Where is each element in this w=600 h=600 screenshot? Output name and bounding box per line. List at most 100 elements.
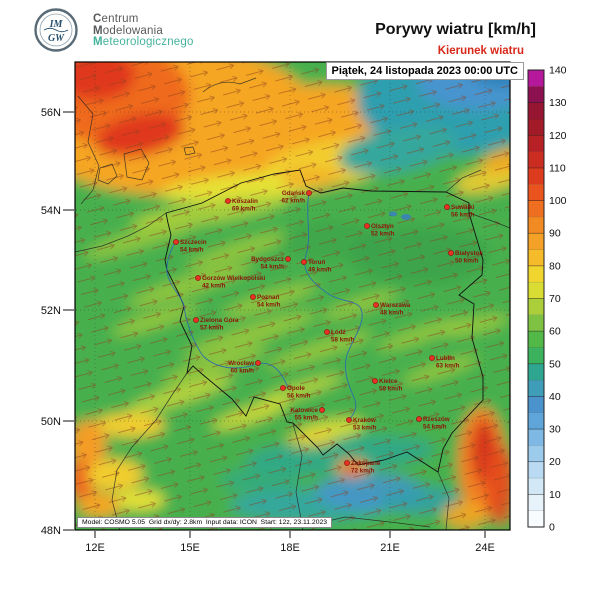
city-gust-value: 48 km/h	[380, 310, 404, 317]
city-gust-value: 55 km/h	[295, 415, 319, 422]
colorbar-tick-label: 60	[549, 326, 561, 338]
city-name: Lublin	[436, 355, 455, 362]
colorbar-tick-label: 40	[549, 391, 561, 403]
datetime-box: Piątek, 24 listopada 2023 00:00 UTC	[326, 62, 524, 80]
city-gust-value: 69 km/h	[232, 206, 256, 213]
city-name: Rzeszów	[423, 416, 450, 423]
city-dot	[448, 250, 453, 255]
colorbar-segment	[528, 445, 544, 461]
city-name: Łódź	[331, 329, 346, 336]
wind-direction-arrows	[75, 62, 510, 530]
colorbar-tick-label: 110	[549, 162, 566, 174]
city-dot	[193, 317, 198, 322]
colorbar-segment	[528, 429, 544, 445]
city-gust-value: 63 km/h	[436, 363, 460, 370]
city-name: Kraków	[353, 417, 376, 424]
colorbar-segment	[528, 511, 544, 527]
city-gust-value: 54 km/h	[261, 264, 285, 271]
colorbar-segment	[528, 299, 544, 315]
colorbar-segment	[528, 103, 544, 119]
colorbar-tick-label: 30	[549, 424, 561, 436]
city-name: Gorzów Wielkopolski	[202, 275, 266, 282]
colorbar-tick-label: 20	[549, 456, 561, 468]
city-dot	[364, 223, 369, 228]
city-name: Katowice	[290, 407, 318, 414]
city-dot	[373, 302, 378, 307]
colorbar-segment	[528, 380, 544, 396]
city-dot	[225, 198, 230, 203]
colorbar-segment	[528, 282, 544, 298]
city-dot	[372, 378, 377, 383]
city-name: Toruń	[308, 259, 326, 266]
colorbar-segment	[528, 347, 544, 363]
city-dot	[346, 417, 351, 422]
colorbar-tick-label: 50	[549, 358, 561, 370]
colorbar-segment	[528, 86, 544, 102]
city-gust-value: 42 km/h	[202, 283, 226, 290]
city-gust-value: 54 km/h	[180, 247, 204, 254]
weather-map: Koszalin69 km/hGdańsk62 km/hSuwałki56 km…	[0, 0, 600, 600]
colorbar-segment	[528, 168, 544, 184]
lat-tick-label: 54N	[41, 205, 61, 217]
lon-tick-label: 21E	[380, 542, 400, 554]
city-gust-value: 50 km/h	[455, 258, 479, 265]
city-name: Gdańsk	[282, 190, 306, 197]
colorbar-segment	[528, 184, 544, 200]
city-gust-value: 62 km/h	[282, 198, 306, 205]
city-dot	[324, 329, 329, 334]
lon-tick-label: 24E	[475, 542, 495, 554]
weather-chart-page: IM GW CentrumModelowaniaMeteorologiczneg…	[0, 0, 600, 600]
city-name: Warszawa	[380, 302, 411, 309]
colorbar-tick-label: 80	[549, 260, 561, 272]
colorbar-segment	[528, 478, 544, 494]
lon-tick-label: 15E	[180, 542, 200, 554]
city-dot	[416, 416, 421, 421]
city-gust-value: 56 km/h	[287, 393, 311, 400]
city-dot	[195, 275, 200, 280]
city-name: Wrocław	[228, 360, 254, 367]
colorbar-segment	[528, 233, 544, 249]
city-gust-value: 58 km/h	[331, 337, 355, 344]
city-dot	[250, 294, 255, 299]
city-gust-value: 60 km/h	[231, 368, 255, 375]
colorbar-segment	[528, 152, 544, 168]
city-gust-value: 49 km/h	[308, 267, 332, 274]
colorbar-segment	[528, 70, 544, 86]
city-name: Poznań	[257, 294, 280, 301]
city-dot	[173, 239, 178, 244]
city-dot	[255, 360, 260, 365]
colorbar-tick-label: 120	[549, 130, 567, 142]
city-dot	[429, 355, 434, 360]
city-name: Koszalin	[232, 198, 258, 205]
colorbar-segment	[528, 462, 544, 478]
city-dot	[444, 204, 449, 209]
city-name: Białystok	[455, 250, 483, 257]
lat-tick-label: 50N	[41, 416, 61, 428]
city-name: Szczecin	[180, 239, 207, 246]
city-name: Suwałki	[451, 204, 475, 211]
colorbar-segment	[528, 250, 544, 266]
lat-tick-label: 48N	[41, 525, 61, 537]
colorbar-segment	[528, 315, 544, 331]
city-gust-value: 56 km/h	[451, 212, 475, 219]
colorbar-segment	[528, 119, 544, 135]
colorbar-tick-label: 0	[549, 522, 555, 534]
colorbar-tick-label: 90	[549, 228, 561, 240]
city-dot	[280, 385, 285, 390]
lon-tick-label: 18E	[280, 542, 300, 554]
colorbar-segment	[528, 494, 544, 510]
city-gust-value: 54 km/h	[423, 424, 447, 431]
city-name: Opole	[287, 385, 305, 392]
masurian-lake	[401, 214, 411, 220]
city-dot	[301, 259, 306, 264]
lat-tick-label: 52N	[41, 305, 61, 317]
colorbar-segment	[528, 217, 544, 233]
city-gust-value: 53 km/h	[353, 425, 377, 432]
colorbar-tick-label: 100	[549, 195, 567, 207]
city-name: Bydgoszcz	[251, 256, 284, 263]
colorbar-tick-label: 140	[549, 65, 567, 77]
city-gust-value: 57 km/h	[200, 325, 224, 332]
city-dot	[306, 190, 311, 195]
colorbar-segment	[528, 135, 544, 151]
city-name: Olsztyn	[371, 223, 394, 230]
